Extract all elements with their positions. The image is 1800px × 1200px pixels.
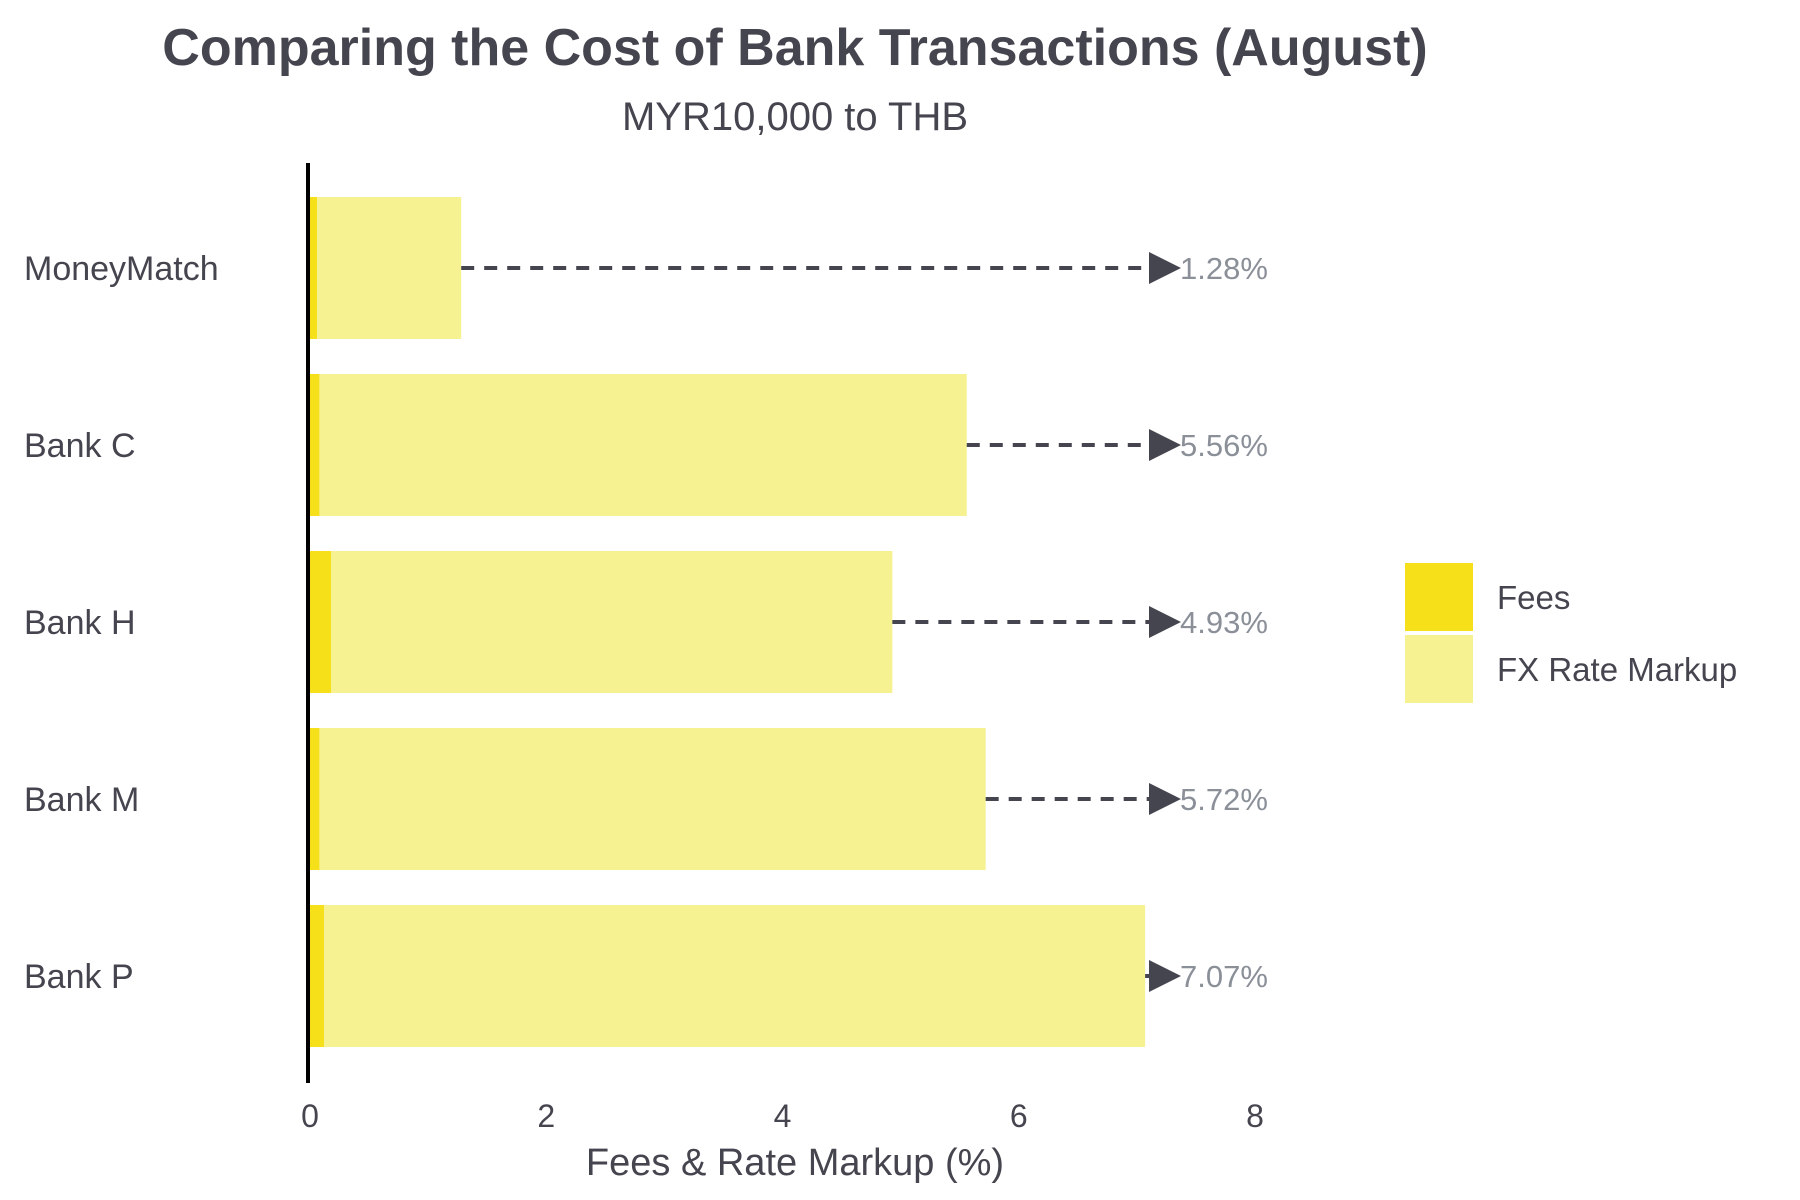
x-tick-label: 6 — [1010, 1098, 1028, 1134]
bar-fx-markup-1 — [319, 374, 967, 516]
bar-fx-markup-0 — [317, 197, 462, 339]
x-tick-label: 0 — [301, 1098, 319, 1134]
x-tick-label: 8 — [1246, 1098, 1264, 1134]
bar-fx-markup-4 — [324, 905, 1146, 1047]
category-label: Bank P — [24, 958, 134, 996]
chart-title: Comparing the Cost of Bank Transactions … — [162, 19, 1427, 77]
total-label: 5.56% — [1180, 428, 1268, 463]
category-label: Bank C — [24, 427, 136, 465]
x-axis-title: Fees & Rate Markup (%) — [586, 1142, 1004, 1184]
x-tick-label: 2 — [537, 1098, 555, 1134]
category-label: Bank M — [24, 781, 139, 819]
total-label: 7.07% — [1180, 959, 1268, 994]
legend-label: Fees — [1497, 579, 1570, 616]
bar-fx-markup-3 — [319, 728, 986, 870]
total-label: 1.28% — [1180, 251, 1268, 286]
bar-fees-3 — [310, 728, 320, 870]
bar-fees-2 — [310, 551, 332, 693]
legend-swatch-fees — [1405, 563, 1473, 631]
labels-layer: MoneyMatch 1.28% Bank C 5.56% Bank H 4.93% Ban… — [24, 250, 1268, 996]
total-label: 5.72% — [1180, 782, 1268, 817]
x-axis-ticks: 0 2 4 6 8 — [301, 1098, 1264, 1134]
category-label: MoneyMatch — [24, 250, 219, 288]
legend: Fees FX Rate Markup — [1405, 563, 1737, 703]
legend-label: FX Rate Markup — [1497, 651, 1737, 688]
x-tick-label: 4 — [774, 1098, 792, 1134]
arrows-layer — [461, 252, 1181, 992]
bars-layer — [310, 197, 1146, 1047]
total-label: 4.93% — [1180, 605, 1268, 640]
bar-fees-1 — [310, 374, 320, 516]
bar-fees-0 — [310, 197, 318, 339]
legend-swatch-fx-markup — [1405, 635, 1473, 703]
bar-fx-markup-2 — [331, 551, 893, 693]
bar-fees-4 — [310, 905, 325, 1047]
chart-subtitle: MYR10,000 to THB — [622, 95, 968, 139]
category-label: Bank H — [24, 604, 136, 642]
